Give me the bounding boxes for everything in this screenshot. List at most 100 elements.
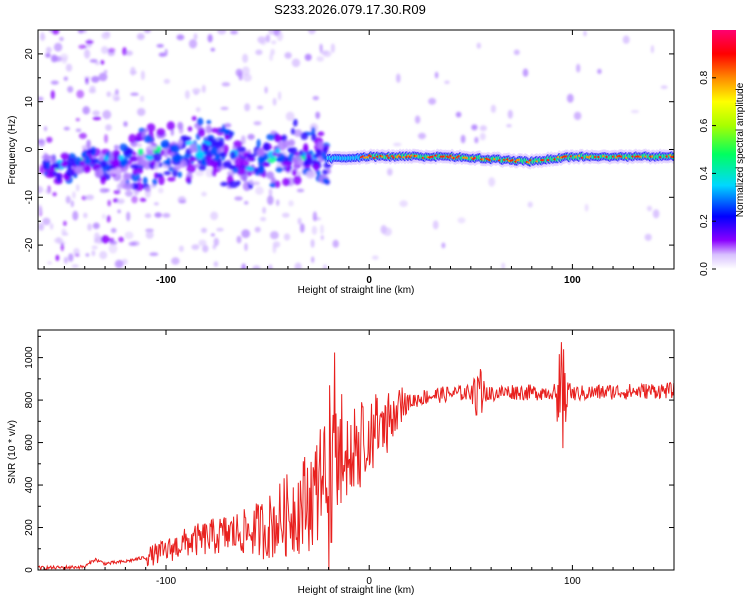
spectrogram-cell [253,121,262,126]
spectrogram-cell [79,160,86,167]
spectrogram-cell [457,217,466,224]
spectrogram-cell [101,32,111,40]
spectrogram-cell [234,196,243,201]
snr-xtick-label: 0 [366,576,372,587]
spectrogram-cell [244,243,248,251]
spectrogram-cell [252,265,261,269]
spectrogram-cell [68,253,74,262]
spectrogram-heatmap [38,30,674,269]
spectrogram-cell [81,151,87,158]
spectrogram-cell [43,164,48,170]
spectrogram-cell [86,139,91,149]
spectrogram-cell [322,178,329,184]
spectrogram-cell [77,30,85,34]
spectrogram-cell [89,59,98,63]
spectrogram-cell [156,173,164,178]
spectrogram-cell [236,180,241,186]
spectrogram-cell [573,111,582,121]
spectrogram-cell [71,264,79,268]
spectrogram-cell [330,43,335,53]
spectrogram-cell [228,164,236,170]
spectrogram-cell [298,149,304,157]
spectrogram-cell [652,209,660,219]
spectrogram-cell [228,180,239,188]
spectrogram-cell [566,93,574,103]
spectrogram-ytick-label: 0 [24,146,35,152]
snr-series-line [38,342,674,570]
spectrogram-cell [660,85,668,89]
spectrogram-cell [197,128,206,137]
spectrogram-cell [263,142,270,152]
spectrogram-cell [210,47,216,52]
spectrogram-cell [266,171,275,179]
spectrogram-cell [213,237,219,247]
spectrogram-cell [139,95,145,102]
spectrogram-cell [223,129,231,135]
spectrogram-cell [91,245,98,250]
spectrogram-cell [263,162,270,167]
spectrogram-cell [220,181,229,187]
spectrogram-cell [246,166,255,172]
spectrogram-cell [522,68,529,77]
spectrogram-cell [282,177,291,187]
spectrogram-cell [115,89,119,95]
spectrogram-cell [101,213,106,220]
spectrogram-cell [187,126,193,132]
spectrogram-cell [217,158,223,168]
spectrogram-cell [217,30,227,35]
spectrogram-cell [60,152,70,160]
spectrogram-cell [320,235,324,241]
spectrogram-cell [201,191,207,197]
spectrogram-cell [75,128,82,133]
spectrogram-cell [85,163,90,172]
spectrogram-cell [50,80,59,85]
spectrogram-cell [207,34,213,43]
spectrogram-cell [40,31,45,41]
spectrogram-cell [195,150,205,160]
spectrogram-cell [282,212,290,218]
spectrogram-cell [479,132,486,141]
spectrogram-cell [149,252,159,256]
spectrogram-cell [178,200,187,204]
spectrogram-cell [145,228,154,233]
spectrogram-cell [142,176,148,185]
spectrogram-cell [332,239,339,248]
colorbar-tick-label: 0.4 [699,166,710,180]
spectrogram-cell [74,253,80,257]
spectrogram-cell [100,235,110,244]
spectrogram-cell [145,230,154,239]
spectrogram-cell [131,241,140,246]
spectrogram-cell [85,40,94,45]
spectrogram-cell [297,217,302,225]
spectrogram-cell [177,121,184,130]
spectrogram-cell [304,53,312,61]
spectrogram-cell [131,195,138,204]
snr-xlabel: Height of straight line (km) [298,585,415,596]
spectrogram-cell [171,153,182,163]
spectrogram-cell [144,30,151,34]
spectrogram-cell [303,160,308,167]
spectrogram-cell [241,263,247,269]
spectrogram-cell [63,220,67,227]
snr-frame [37,329,675,571]
spectrogram-cell [129,164,139,169]
spectrogram-cell [78,44,88,49]
spectrogram-cell [144,186,151,192]
spectrogram-cell [128,133,137,144]
spectrogram-cell [51,162,58,169]
spectrogram-cell [501,262,505,269]
spectrogram-cell [60,242,64,252]
colorbar-tick-label: 0.8 [699,70,710,84]
spectrogram-cell [283,233,291,241]
spectrogram-cell [246,153,256,158]
spectrogram-cell [103,155,109,162]
spectrogram-cells [38,30,668,269]
spectrogram-cell [38,185,44,194]
spectrogram-cell [203,144,210,152]
spectrogram-cell [61,56,68,64]
spectrogram-cell [191,244,200,250]
spectrogram-cell [118,236,124,243]
spectrogram-cell [243,73,252,82]
spectrogram-cell [140,70,145,81]
